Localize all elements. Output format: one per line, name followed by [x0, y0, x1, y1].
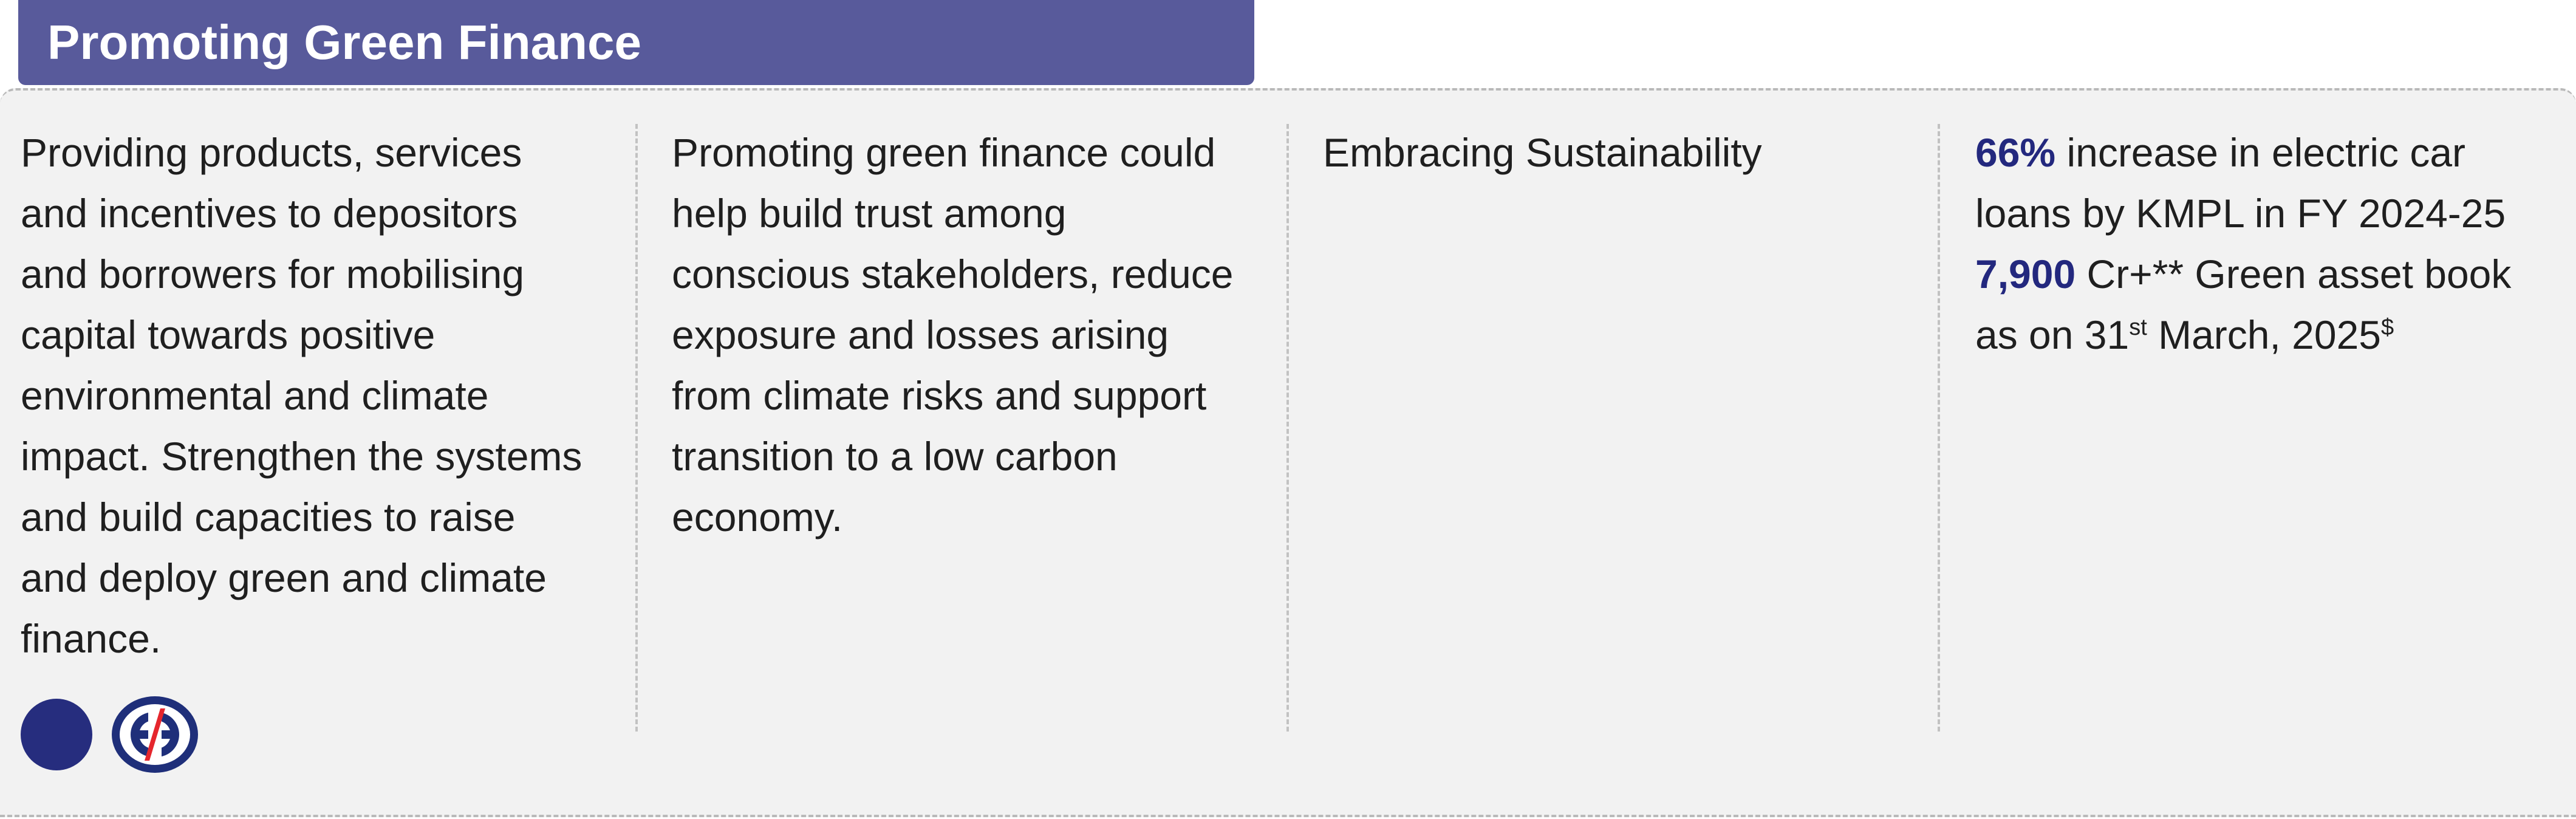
approach-text: Embracing Sustainability: [1323, 130, 1762, 175]
column-divider: [1286, 124, 1289, 732]
footnote-marker: $: [2381, 315, 2394, 340]
section-header-tab: Promoting Green Finance: [18, 0, 1254, 85]
section-title: Promoting Green Finance: [47, 15, 641, 69]
icon-row: [21, 695, 199, 774]
column-divider: [635, 124, 638, 732]
stat-electric-car-loans: 66% increase in electric car loans by KM…: [1975, 122, 2558, 244]
approach-column: Embracing Sustainability: [1323, 122, 1894, 183]
stat-text: Cr+** Green asset book as on 31: [1975, 252, 2512, 357]
stat-text: increase in electric car loans by KMPL i…: [1975, 130, 2506, 236]
navy-circle-icon: [21, 699, 92, 770]
kotak-logo-icon: [112, 696, 198, 773]
stat-text-date: March, 2025: [2147, 312, 2381, 357]
column-divider: [1938, 124, 1940, 732]
ordinal-suffix: st: [2129, 315, 2147, 340]
stat-value: 7,900: [1975, 252, 2076, 296]
stat-green-asset-book: 7,900 Cr+** Green asset book as on 31st …: [1975, 244, 2558, 365]
rationale-column: Promoting green finance could help build…: [672, 122, 1243, 547]
rationale-text: Promoting green finance could help build…: [672, 130, 1234, 540]
description-text: Providing products, services and incenti…: [21, 130, 583, 661]
content-panel: Providing products, services and incenti…: [0, 88, 2576, 817]
description-column: Providing products, services and incenti…: [21, 122, 592, 669]
stats-column: 66% increase in electric car loans by KM…: [1975, 122, 2558, 365]
stat-value: 66%: [1975, 130, 2056, 175]
